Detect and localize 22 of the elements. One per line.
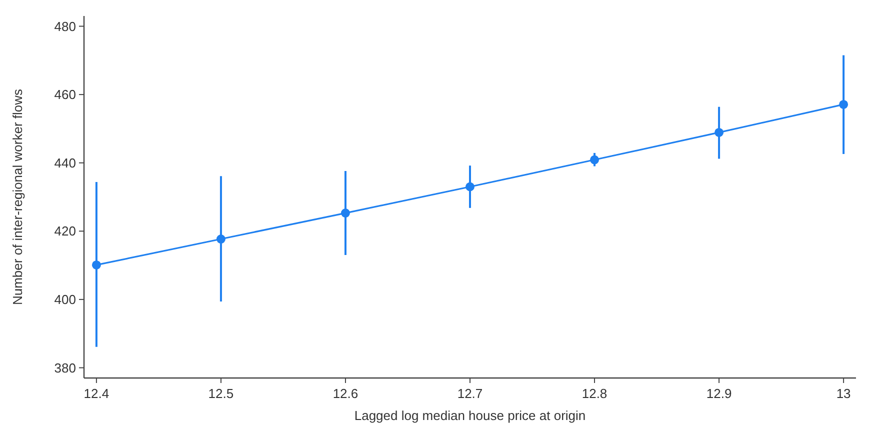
point (92, 260, 101, 270)
y-tick-label: 460 (54, 87, 76, 102)
y-axis-title: Number of inter-regional worker flows (10, 88, 25, 306)
y-tick-label: 480 (54, 18, 76, 34)
point (340, 208, 350, 218)
point (714, 128, 724, 137)
x-axis-title: Lagged log median house price at origin (354, 408, 586, 423)
y-tick-label: 380 (54, 360, 76, 376)
x-tick-label: 12.6 (332, 386, 358, 401)
y-tick-label: 400 (54, 292, 76, 308)
x-tick-label: 13 (836, 386, 851, 401)
x-tick-label: 12.5 (208, 386, 234, 401)
y-tick-label: 420 (54, 224, 76, 239)
point (466, 182, 474, 192)
x-tick-label: 12.4 (84, 386, 110, 401)
point (590, 155, 600, 164)
x-tick-label: 12.7 (457, 386, 483, 401)
point (216, 234, 226, 244)
point (839, 100, 848, 109)
x-tick-label: 12.8 (582, 386, 608, 401)
y-tick-label: 440 (54, 155, 76, 170)
x-tick-label: 12.9 (706, 386, 732, 401)
